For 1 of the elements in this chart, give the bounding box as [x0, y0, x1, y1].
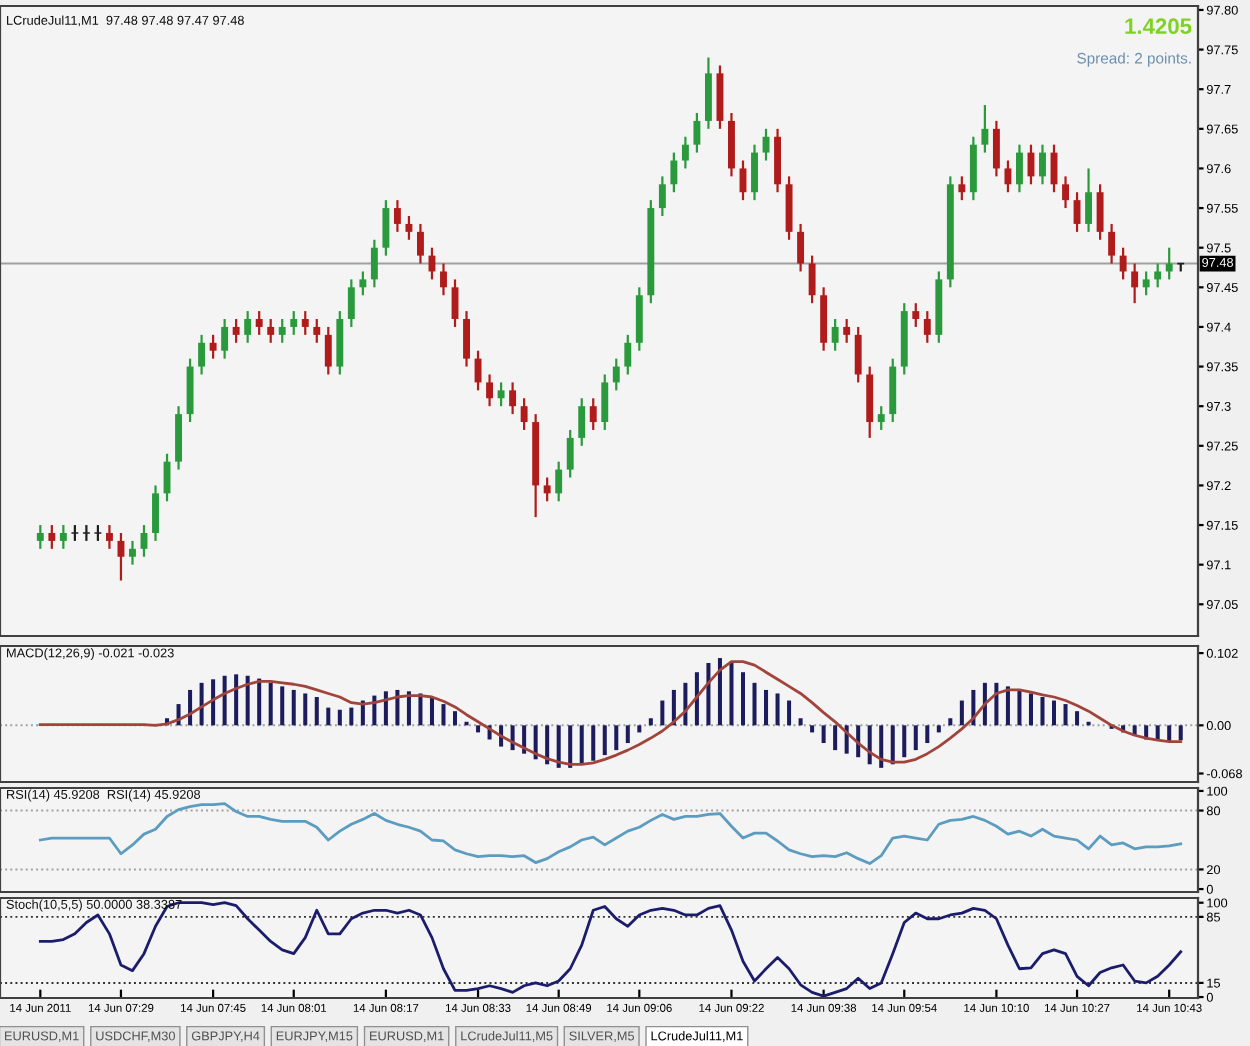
annotation: 1.4205	[1125, 18, 1192, 35]
